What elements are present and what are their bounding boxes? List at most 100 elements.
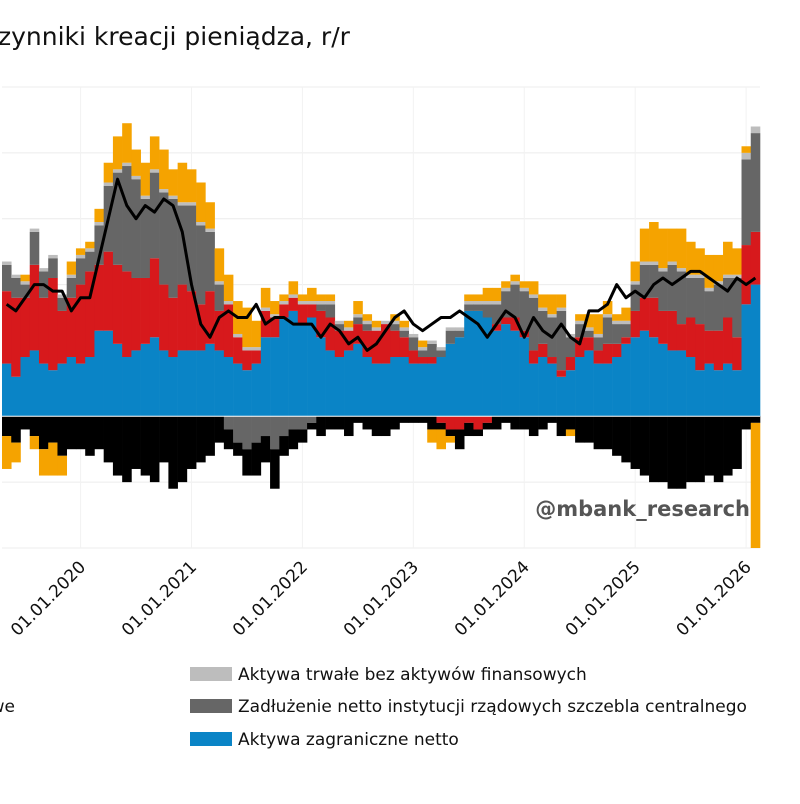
bar-segment: [85, 248, 95, 252]
legend-label: Aktywa trwałe bez aktywów finansowych: [238, 665, 587, 685]
bar-segment: [251, 363, 262, 417]
bar-segment: [270, 301, 280, 315]
bar-segment: [750, 231, 761, 285]
bar-segment: [66, 274, 77, 278]
bar-segment: [464, 301, 474, 305]
bar-segment: [593, 333, 604, 338]
bar-segment: [260, 307, 271, 311]
bar-segment: [85, 357, 95, 417]
bar-segment: [621, 343, 631, 417]
bar-segment: [75, 284, 86, 364]
bar-segment: [704, 363, 715, 417]
bar-segment: [223, 357, 234, 417]
bar-segment: [519, 337, 530, 417]
bar-segment: [11, 442, 21, 463]
bar-segment: [575, 320, 585, 325]
bar-segment: [270, 449, 280, 489]
bar-segment: [20, 281, 31, 285]
bar-segment: [704, 254, 715, 288]
bar-segment: [676, 268, 687, 272]
bar-segment: [131, 350, 141, 417]
bar-segment: [149, 416, 160, 483]
bar-segment: [473, 301, 483, 305]
bar-segment: [510, 281, 520, 285]
watermark: @mbank_research: [535, 497, 750, 521]
bar-segment: [390, 324, 400, 331]
bar-segment: [417, 363, 428, 417]
bar-segment: [639, 297, 650, 331]
bar-segment: [381, 363, 391, 417]
bar-segment: [741, 304, 752, 417]
bar-segment: [196, 222, 206, 226]
bar-segment: [186, 202, 197, 206]
bar-segment: [593, 337, 604, 351]
bar-segment: [85, 416, 95, 456]
bar-segment: [11, 297, 21, 377]
bar-segment: [279, 304, 289, 318]
bar-segment: [399, 416, 410, 423]
bar-segment: [38, 449, 49, 476]
bar-segment: [593, 363, 604, 417]
bar-segment: [140, 162, 151, 196]
bar-segment: [177, 205, 188, 285]
bar-segment: [667, 264, 678, 311]
bar-segment: [408, 363, 419, 417]
bar-segment: [177, 416, 188, 483]
bar-segment: [29, 231, 40, 265]
bar-segment: [214, 416, 225, 443]
bar-segment: [584, 314, 594, 328]
bar-segment: [307, 416, 317, 423]
bar-segment: [723, 277, 733, 318]
bar-segment: [584, 337, 594, 351]
bar-segment: [196, 182, 206, 223]
bar-segment: [344, 416, 354, 437]
bar-segment: [186, 169, 197, 203]
bar-segment: [482, 416, 493, 423]
bar-segment: [556, 310, 567, 371]
bar-segment: [66, 297, 77, 358]
bar-segment: [353, 324, 363, 344]
bar-segment: [417, 357, 428, 364]
bar-segment: [371, 327, 382, 331]
bar-segment: [427, 343, 437, 358]
bar-segment: [196, 225, 206, 305]
bar-segment: [667, 350, 678, 417]
bar-segment: [695, 324, 705, 371]
bar-segment: [233, 333, 243, 338]
bar-segment: [630, 284, 641, 311]
bar-segment: [556, 376, 567, 417]
bar-segment: [11, 274, 21, 278]
bar-segment: [584, 350, 594, 417]
bar-segment: [639, 228, 650, 262]
bar-segment: [38, 268, 49, 272]
bar-segment: [695, 248, 705, 275]
bar-segment: [242, 307, 252, 348]
bar-segment: [454, 416, 465, 430]
bar-segment: [2, 264, 12, 292]
bar-segment: [94, 225, 104, 265]
bar-segment: [639, 330, 650, 417]
bar-segment: [131, 179, 141, 278]
bar-segment: [270, 317, 280, 338]
bar-segment: [575, 314, 585, 321]
bar-segment: [251, 320, 262, 348]
bar-segment: [621, 416, 631, 463]
bar-segment: [723, 416, 733, 476]
x-tick-label: 01.01.2025: [562, 557, 645, 640]
bar-segment: [612, 357, 622, 417]
bar-segment: [29, 436, 40, 450]
bar-segment: [491, 324, 502, 331]
chart-title: zynniki kreacji pieniądza, r/r: [0, 22, 351, 51]
bar-segment: [399, 337, 410, 358]
bar-segment: [122, 357, 132, 417]
bar-segment: [473, 416, 483, 430]
bar-segment: [371, 320, 382, 328]
bar-segment: [20, 274, 31, 282]
bar-segment: [316, 310, 326, 338]
bar-segment: [464, 294, 474, 302]
bar-segment: [94, 222, 104, 226]
bar-segment: [436, 347, 447, 351]
bar-segment: [547, 416, 557, 423]
bar-segment: [325, 350, 336, 417]
